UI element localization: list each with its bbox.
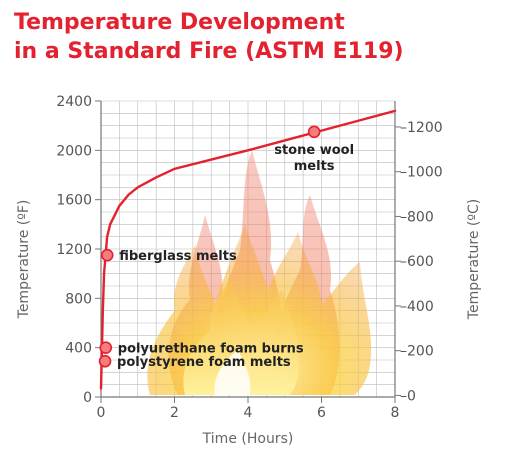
flame-core xyxy=(214,350,251,395)
y-tick-label-right: –800 xyxy=(400,209,434,225)
flame-illustration xyxy=(147,150,372,395)
annotation-marker xyxy=(307,125,321,139)
x-tick-label: 0 xyxy=(97,405,106,421)
y-tick-label-left: 2400 xyxy=(56,94,92,110)
y-tick-label-left: 2000 xyxy=(56,143,92,159)
annotation-label: stone wool xyxy=(274,143,354,158)
y-tick-label-right: –600 xyxy=(400,254,434,270)
flame-yellow-inner xyxy=(183,280,299,395)
y-axis-label-right: Temperature (ºC) xyxy=(466,199,482,320)
y-tick-label-right: –0 xyxy=(400,388,416,404)
annotation-label: polyurethane foam burns xyxy=(118,342,304,357)
y-tick-label-left: 0 xyxy=(83,390,92,406)
y-tick-label-left: 1600 xyxy=(56,193,92,209)
y-tick-label-right: –1000 xyxy=(400,165,443,181)
chart-title-line-2: in a Standard Fire (ASTM E119) xyxy=(14,39,404,64)
y-tick-label-right: –400 xyxy=(400,299,434,315)
x-tick-label: 4 xyxy=(244,405,253,421)
annotation-marker xyxy=(98,354,112,368)
y-tick-label-right: –200 xyxy=(400,344,434,360)
annotation-marker xyxy=(99,341,113,354)
y-tick-label-left: 400 xyxy=(65,341,92,357)
annotation-label: fiberglass melts xyxy=(119,249,237,264)
x-tick-label: 2 xyxy=(170,405,179,421)
y-tick-label-left: 800 xyxy=(65,291,92,307)
chart-title: Temperature Development in a Standard Fi… xyxy=(14,8,404,66)
chart-title-line-1: Temperature Development xyxy=(14,10,345,35)
annotation-marker xyxy=(100,248,114,262)
annotation-markers xyxy=(98,125,321,368)
x-axis-label: Time (Hours) xyxy=(202,431,294,447)
y-axis-label-left: Temperature (ºF) xyxy=(16,200,32,320)
y-tick-label-right: –1200 xyxy=(400,120,443,136)
annotation-label: polystyrene foam melts xyxy=(117,355,291,370)
x-tick-label: 6 xyxy=(317,405,326,421)
tick-labels: 0 400 800 1200 1600 2000 2400 –0 –200 –400 –600 –80… xyxy=(16,94,482,447)
x-tick-label: 8 xyxy=(391,405,400,421)
y-tick-label-left: 1200 xyxy=(56,242,92,258)
annotation-label: melts xyxy=(294,159,335,174)
